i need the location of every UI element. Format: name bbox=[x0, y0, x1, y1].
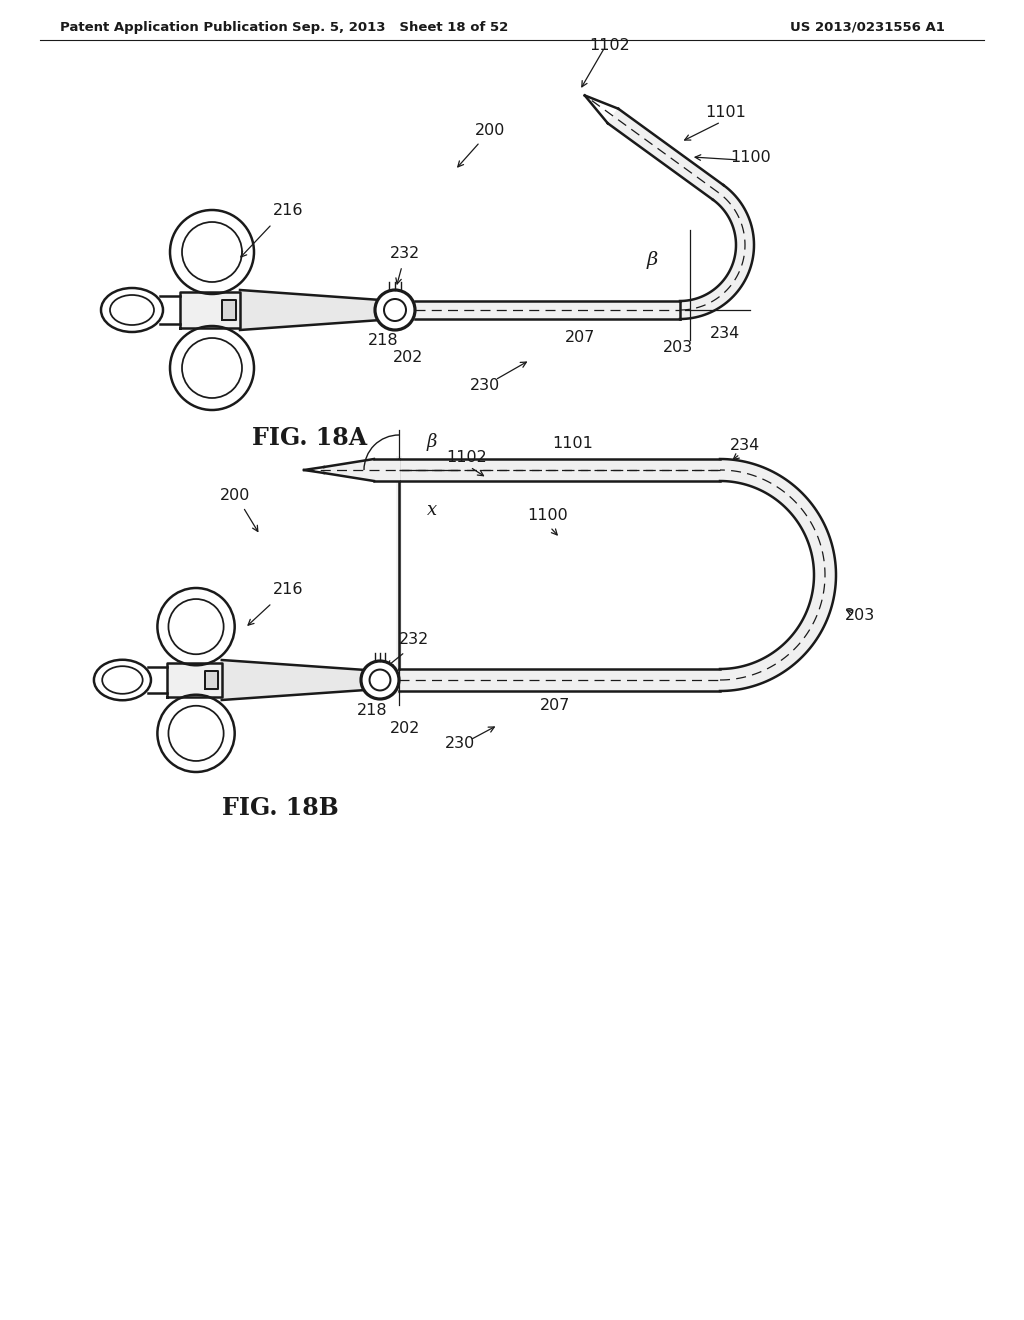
Polygon shape bbox=[222, 300, 236, 319]
Text: 1102: 1102 bbox=[446, 450, 487, 465]
Polygon shape bbox=[399, 669, 720, 690]
Polygon shape bbox=[167, 664, 222, 697]
Polygon shape bbox=[222, 660, 380, 700]
Text: 1100: 1100 bbox=[527, 508, 568, 523]
Text: 1101: 1101 bbox=[706, 104, 746, 120]
Text: 200: 200 bbox=[475, 123, 505, 139]
Text: 207: 207 bbox=[565, 330, 595, 345]
Text: 1101: 1101 bbox=[553, 436, 594, 451]
Text: 1102: 1102 bbox=[590, 38, 631, 53]
Text: 216: 216 bbox=[272, 203, 303, 218]
Text: β: β bbox=[646, 251, 657, 269]
Circle shape bbox=[361, 661, 399, 700]
Polygon shape bbox=[374, 459, 399, 480]
Polygon shape bbox=[180, 292, 240, 327]
Polygon shape bbox=[680, 185, 754, 319]
Polygon shape bbox=[720, 459, 836, 690]
Text: 203: 203 bbox=[663, 341, 693, 355]
Text: 200: 200 bbox=[220, 488, 250, 503]
Text: 234: 234 bbox=[730, 438, 760, 453]
Polygon shape bbox=[607, 108, 724, 199]
Circle shape bbox=[375, 290, 415, 330]
Polygon shape bbox=[240, 290, 395, 330]
Text: 230: 230 bbox=[444, 737, 475, 751]
Text: x: x bbox=[427, 502, 437, 519]
Text: Sep. 5, 2013   Sheet 18 of 52: Sep. 5, 2013 Sheet 18 of 52 bbox=[292, 21, 508, 33]
Text: US 2013/0231556 A1: US 2013/0231556 A1 bbox=[790, 21, 945, 33]
Text: 232: 232 bbox=[390, 246, 420, 261]
Text: 207: 207 bbox=[540, 698, 570, 713]
Text: 232: 232 bbox=[399, 632, 429, 647]
Polygon shape bbox=[399, 459, 720, 480]
Text: FIG. 18A: FIG. 18A bbox=[253, 426, 368, 450]
Polygon shape bbox=[205, 671, 218, 689]
Text: 202: 202 bbox=[390, 721, 420, 737]
Polygon shape bbox=[415, 301, 680, 319]
Text: 203: 203 bbox=[845, 609, 876, 623]
Text: 202: 202 bbox=[393, 350, 423, 366]
Text: 216: 216 bbox=[272, 582, 303, 597]
Polygon shape bbox=[324, 459, 374, 480]
Text: 230: 230 bbox=[470, 378, 500, 393]
Text: 218: 218 bbox=[356, 704, 387, 718]
Text: FIG. 18B: FIG. 18B bbox=[221, 796, 338, 820]
Text: Patent Application Publication: Patent Application Publication bbox=[60, 21, 288, 33]
Text: 234: 234 bbox=[710, 326, 740, 341]
Text: 218: 218 bbox=[368, 333, 398, 348]
Text: 1100: 1100 bbox=[730, 150, 771, 165]
Text: β: β bbox=[427, 433, 437, 451]
